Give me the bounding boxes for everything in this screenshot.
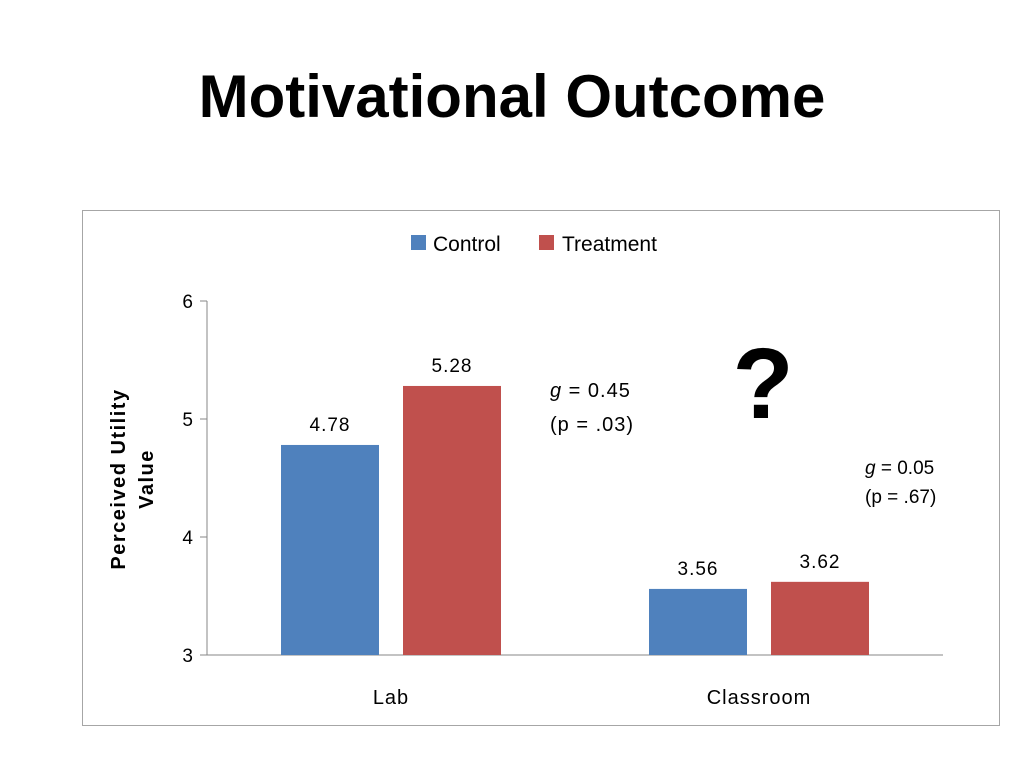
data-label-control-lab: 4.78 [310,415,351,436]
legend-label-treatment: Treatment [562,233,657,256]
bar-chart: Control Treatment Perceived Utility Valu… [108,233,943,709]
y-tick-label: 5 [182,410,193,431]
annotation-classroom-g: g = 0.05 [865,458,934,479]
slide-title: Motivational Outcome [198,63,826,130]
legend-swatch-control [411,235,426,250]
annotation-lab-g: g = 0.45 [550,380,631,402]
y-axis-label-line-1: Perceived Utility [108,388,130,569]
y-axis-label-line-2: Value [136,449,158,509]
chart-frame: Control Treatment Perceived Utility Valu… [82,210,1000,726]
data-label-control-classroom: 3.56 [678,559,719,580]
annotation-classroom-p: (p = .67) [865,487,936,508]
y-tick-label: 3 [182,646,193,667]
category-label-classroom: Classroom [707,687,812,709]
annotation-lab-p: (p = .03) [550,414,634,436]
legend-label-control: Control [433,233,501,256]
y-tick-label: 6 [182,292,193,313]
bar-treatment-classroom [771,581,869,655]
data-labels: 4.78 5.28 3.56 3.62 [310,356,841,580]
category-labels: Lab Classroom [373,687,812,709]
bar-control-classroom [649,588,747,655]
y-axis-title: Perceived Utility Value [108,388,158,569]
data-label-treatment-lab: 5.28 [432,356,473,377]
bar-treatment-lab [403,385,501,655]
question-mark: ? [732,328,793,440]
annotation-classroom: g = 0.05 (p = .67) [865,458,936,508]
bars [281,385,869,655]
legend-swatch-treatment [539,235,554,250]
data-label-treatment-classroom: 3.62 [800,552,841,573]
category-label-lab: Lab [373,687,409,709]
legend: Control Treatment [411,233,657,256]
bar-control-lab [281,444,379,655]
y-tick-label: 4 [182,528,193,549]
annotation-lab: g = 0.45 (p = .03) [550,380,634,436]
